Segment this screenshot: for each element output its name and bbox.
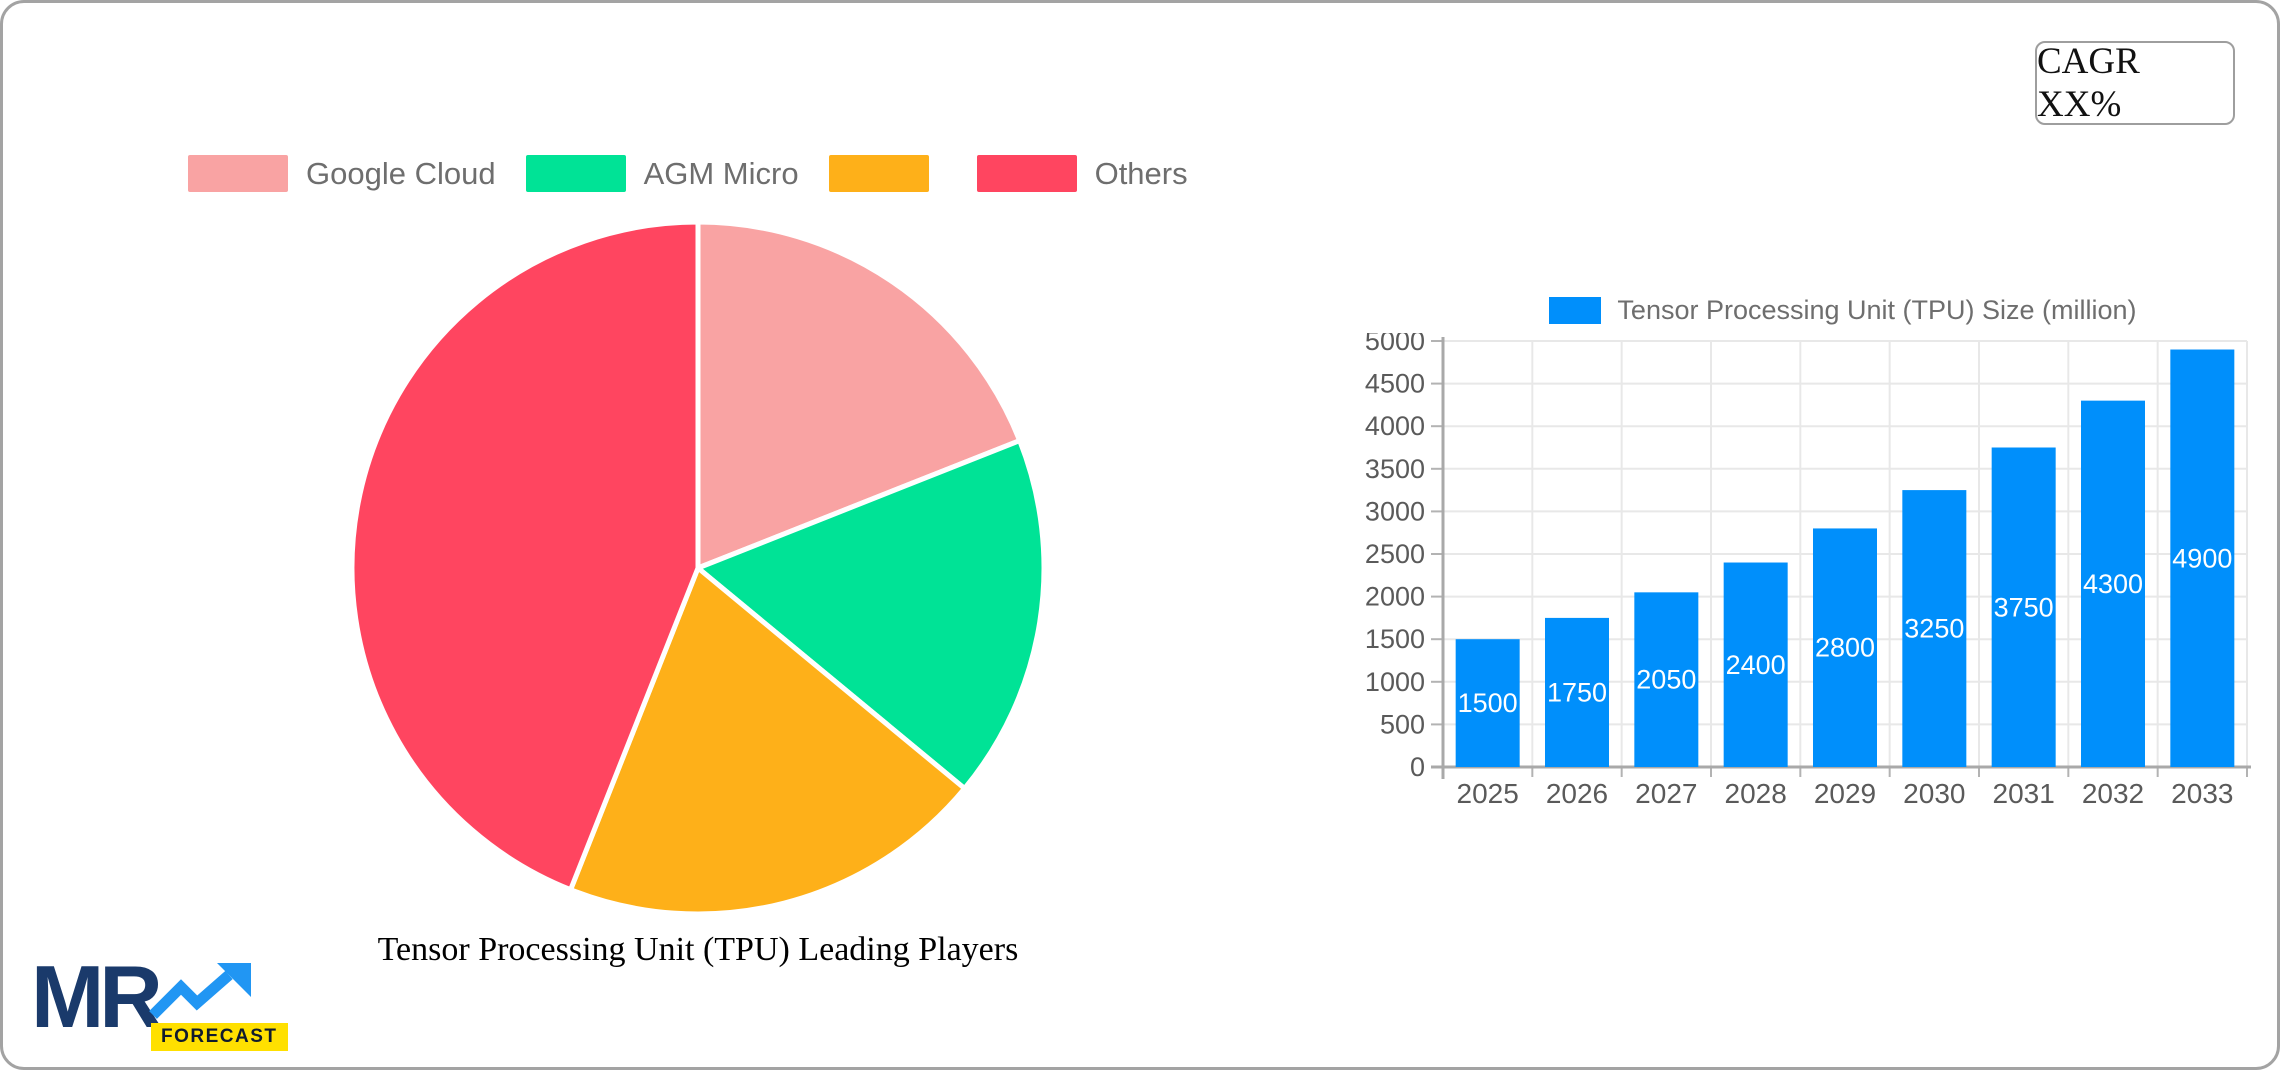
pie-chart-title: Tensor Processing Unit (TPU) Leading Pla… <box>377 931 1019 968</box>
bar-value-label: 1500 <box>1458 688 1518 718</box>
bar-value-label: 2800 <box>1815 633 1875 663</box>
y-tick-label: 3000 <box>1365 496 1425 526</box>
pie-chart <box>349 219 1047 917</box>
bar-value-label: 1750 <box>1547 677 1607 707</box>
pie-slice-google-cloud <box>695 219 1023 571</box>
x-category-label: 2033 <box>2171 778 2233 809</box>
y-tick-label: 4000 <box>1365 411 1425 441</box>
pie-slice-agm-micro <box>695 438 1047 791</box>
y-tick-label: 1000 <box>1365 667 1425 697</box>
legend-item-agm-micro: AGM Micro <box>525 155 799 192</box>
legend-swatch-google-cloud <box>188 155 288 192</box>
y-tick-label: 5000 <box>1365 333 1425 356</box>
legend-swatch-others <box>976 155 1077 192</box>
y-tick-label: 500 <box>1380 709 1425 739</box>
y-tick-label: 4500 <box>1365 369 1425 399</box>
bar-value-label: 3250 <box>1904 614 1964 644</box>
logo-forecast-badge: FORECAST <box>151 1023 288 1051</box>
legend-label-others: Others <box>1094 155 1188 191</box>
legend-swatch-unlabeled <box>828 155 929 192</box>
trend-arrow-icon <box>149 963 251 1019</box>
x-category-label: 2025 <box>1457 778 1519 809</box>
x-category-label: 2027 <box>1635 778 1697 809</box>
legend-item-google-cloud: Google Cloud <box>188 155 496 192</box>
bar-2025 <box>1455 639 1520 767</box>
legend-item-unlabeled <box>828 155 947 192</box>
x-category-label: 2032 <box>2082 778 2144 809</box>
bar-value-label: 4300 <box>2083 569 2143 599</box>
bar-2031 <box>1991 447 2056 767</box>
bar-2030 <box>1902 490 1967 767</box>
x-category-label: 2031 <box>1993 778 2055 809</box>
pie-slice-unlabeled <box>568 565 968 917</box>
cagr-badge-label: CAGR XX% <box>2037 41 2140 125</box>
mr-forecast-logo: MR FORECAST <box>31 953 331 1063</box>
x-category-label: 2028 <box>1725 778 1787 809</box>
bar-2033 <box>2170 349 2235 767</box>
bar-2032 <box>2081 400 2145 767</box>
bar-value-label: 2050 <box>1636 665 1696 695</box>
legend-label-agm-micro: AGM Micro <box>643 155 799 191</box>
bar-2026 <box>1545 617 1609 767</box>
legend-label-google-cloud: Google Cloud <box>306 155 496 191</box>
bar-2029 <box>1813 528 1877 767</box>
bar-2027 <box>1634 592 1699 767</box>
legend-swatch-agm-micro <box>525 155 626 192</box>
bar-2028 <box>1723 562 1788 767</box>
legend-item-others: Others <box>976 155 1188 192</box>
x-category-label: 2030 <box>1903 778 1965 809</box>
x-category-label: 2026 <box>1546 778 1608 809</box>
logo-mr-text: MR <box>31 947 163 1046</box>
y-tick-label: 2000 <box>1365 582 1425 612</box>
cagr-badge: CAGR XX% <box>2035 41 2235 125</box>
bar-legend-swatch <box>1549 297 1602 324</box>
bar-legend-label: Tensor Processing Unit (TPU) Size (milli… <box>1617 295 2137 325</box>
bar-legend: Tensor Processing Unit (TPU) Size (milli… <box>1423 295 2263 326</box>
bar-value-label: 3750 <box>1994 592 2054 622</box>
bar-value-label: 4900 <box>2172 543 2232 573</box>
bar-chart: 0 500 1000 1500 2000 2500 3000 3500 4000 4500 5000… <box>1365 333 2251 809</box>
x-category-label: 2029 <box>1814 778 1876 809</box>
y-tick-label: 1500 <box>1365 624 1425 654</box>
y-tick-label: 3500 <box>1365 454 1425 484</box>
y-tick-label: 2500 <box>1365 539 1425 569</box>
bar-value-label: 2400 <box>1726 650 1786 680</box>
y-tick-label: 0 <box>1410 752 1425 782</box>
pie-legend: Google Cloud AGM Micro Others <box>188 155 1188 192</box>
pie-slice-others <box>349 219 701 893</box>
